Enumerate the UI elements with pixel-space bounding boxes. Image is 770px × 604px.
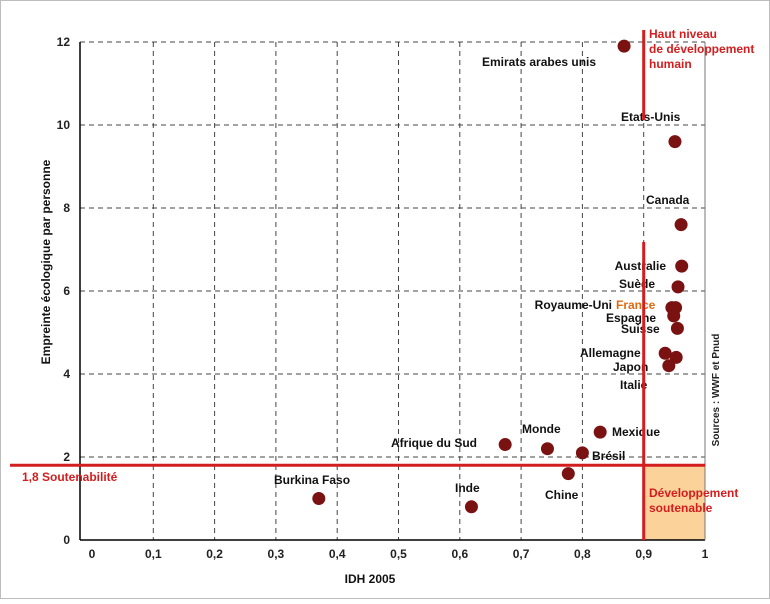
y-tick-label: 8 <box>63 201 70 215</box>
y-tick-label: 0 <box>63 533 70 547</box>
x-tick-label: 0,4 <box>329 547 346 561</box>
zone-layer <box>643 465 705 540</box>
sustainable-development-label-line: Développement <box>649 486 738 500</box>
x-tick-label: 1 <box>702 547 709 561</box>
data-point <box>674 218 688 232</box>
high-development-label-line: de développement <box>649 42 754 56</box>
x-tick-label: 0,8 <box>574 547 591 561</box>
high-development-label-line: Haut niveau <box>649 27 717 41</box>
point-label: Canada <box>646 193 690 207</box>
x-tick-label: 0,1 <box>145 547 162 561</box>
point-label: Burkina Faso <box>274 473 350 487</box>
x-tick-label: 0,9 <box>635 547 652 561</box>
labels-layer: Emirats arabes unis Etats-Unis Canada Austr… <box>274 55 690 502</box>
point-label: Australie <box>615 259 667 273</box>
high-development-label-line: humain <box>649 57 692 71</box>
data-point <box>671 280 685 294</box>
point-label: Suisse <box>621 322 660 336</box>
point-label: Royaume-Uni <box>535 298 612 312</box>
y-tick-label: 6 <box>63 284 70 298</box>
y-tick-label: 10 <box>57 118 71 132</box>
point-label: Etats-Unis <box>621 110 681 124</box>
x-tick-label: 0,3 <box>268 547 285 561</box>
point-label: Chine <box>545 488 579 502</box>
point-label: Emirats arabes unis <box>482 55 596 69</box>
data-point <box>312 492 326 505</box>
source-label: Sources : WWF et Pnud <box>711 334 722 447</box>
y-tick-label: 2 <box>63 450 70 464</box>
data-point <box>670 321 684 335</box>
x-tick-label: 0,5 <box>390 547 407 561</box>
x-tick-label: 0,6 <box>451 547 468 561</box>
data-point <box>669 350 683 364</box>
data-point <box>540 442 554 456</box>
data-point <box>593 425 607 439</box>
data-point <box>561 467 575 481</box>
data-point <box>464 500 478 514</box>
data-point <box>668 135 682 149</box>
data-point <box>617 39 631 53</box>
sustainability-label: 1,8 Soutenabilité <box>22 470 118 484</box>
x-tick-label: 0,7 <box>513 547 530 561</box>
y-tick-label: 12 <box>57 35 71 49</box>
data-point <box>498 438 512 452</box>
point-label: Brésil <box>592 449 625 463</box>
axes-layer: 0 0,1 0,2 0,3 0,4 0,5 0,6 0,7 0,8 0,9 1024681012ID… <box>39 35 709 586</box>
data-point <box>667 309 681 323</box>
point-label: Monde <box>522 422 561 436</box>
x-tick-label: 0 <box>89 547 96 561</box>
data-point <box>575 446 589 460</box>
points-layer <box>312 39 689 514</box>
point-label: Afrique du Sud <box>391 436 477 450</box>
y-axis-title: Empreinte écologique par personne <box>39 159 53 364</box>
annotation-layer: Haut niveau de développement humain 1,8 Sou… <box>10 27 754 540</box>
sustainable-development-label: Développement soutenable <box>649 486 738 515</box>
x-axis-title: IDH 2005 <box>345 572 396 586</box>
data-point <box>662 359 676 373</box>
y-tick-label: 4 <box>63 367 70 381</box>
sustainable-zone <box>643 465 705 540</box>
point-label: Allemagne <box>580 346 641 360</box>
point-label: France <box>616 298 656 312</box>
point-label: Inde <box>455 481 480 495</box>
high-development-label: Haut niveau de développement humain <box>649 27 754 71</box>
sustainable-development-label-line: soutenable <box>649 501 713 515</box>
data-point <box>675 259 689 273</box>
point-label: Italie <box>620 378 648 392</box>
point-label: Mexique <box>612 425 660 439</box>
x-tick-label: 0,2 <box>206 547 223 561</box>
point-label: Suède <box>619 277 655 291</box>
point-label: Japon <box>613 360 648 374</box>
data-point <box>658 346 672 360</box>
